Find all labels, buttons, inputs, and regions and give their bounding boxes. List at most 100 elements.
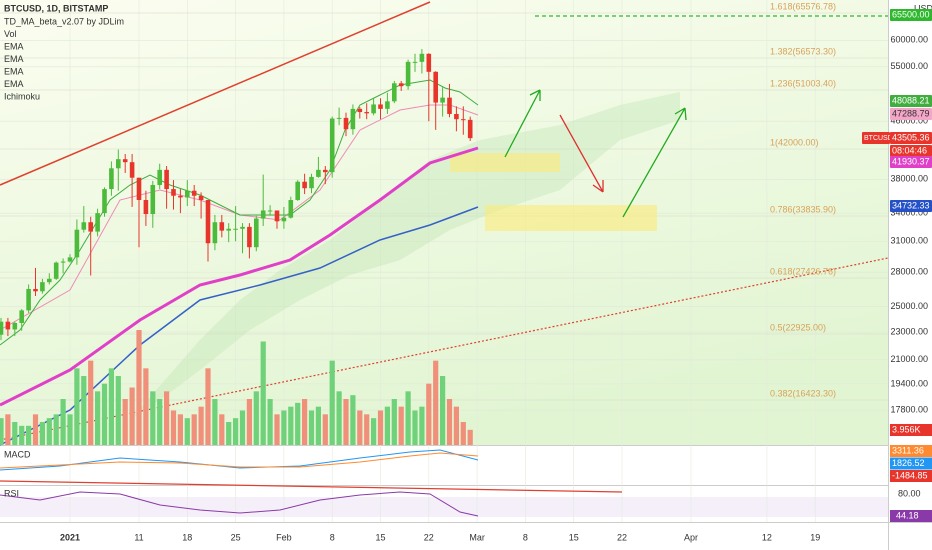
candle-body	[26, 288, 31, 311]
volume-bar	[377, 410, 384, 445]
support-line	[0, 257, 889, 441]
y-tick-label: 23000.00	[890, 326, 928, 336]
volume-bar	[274, 414, 280, 445]
volume-bar	[350, 395, 356, 445]
candle-body	[136, 177, 142, 201]
volume-bar	[0, 418, 4, 445]
price-badge	[890, 200, 932, 212]
macd-label: -1484.85	[892, 470, 928, 480]
candle-body	[412, 61, 418, 63]
candle-body	[405, 61, 411, 87]
volume-bar	[157, 399, 163, 445]
y-tick-label: 21000.00	[890, 354, 928, 364]
price-badge-label: 41930.37	[892, 156, 930, 166]
candle-body	[316, 169, 321, 177]
macd-label: 1826.52	[892, 458, 925, 468]
candle-body	[233, 228, 238, 230]
candle-body	[267, 210, 273, 212]
candle-body	[309, 176, 314, 189]
candle-body	[378, 104, 383, 109]
candle-body	[392, 83, 397, 102]
pane-title: MACD	[4, 449, 31, 459]
volume-bar	[343, 399, 349, 445]
volume-bar	[129, 387, 135, 445]
volume-bar	[5, 414, 11, 445]
zone	[485, 205, 657, 231]
volume-bar	[281, 410, 287, 445]
candle-body	[95, 213, 100, 232]
volume-bar	[357, 410, 363, 445]
candle-body	[398, 83, 404, 87]
candle-body	[240, 226, 245, 229]
y-tick-label: 55000.00	[890, 61, 928, 71]
volume-bar	[302, 399, 308, 445]
volume-bar	[315, 406, 321, 445]
macd-pane	[0, 446, 888, 484]
y-tick-label: 34000.00	[890, 208, 928, 218]
volume-bar	[433, 360, 439, 445]
candle-body	[260, 210, 266, 219]
ema-line	[0, 104, 479, 331]
candle-body	[302, 181, 307, 189]
x-tick-label: 22	[424, 532, 434, 542]
candle-body	[440, 97, 445, 103]
candle-body	[198, 195, 204, 201]
volume-bar	[53, 414, 59, 445]
volume-bar	[150, 391, 156, 445]
candle-body	[191, 190, 197, 196]
volume-bar	[322, 414, 328, 445]
price-badge-label: 43505.36	[892, 132, 930, 142]
x-tick-label: 25	[231, 532, 241, 542]
x-tick-label: 12	[762, 532, 772, 542]
x-tick-label: 8	[330, 532, 335, 542]
candle-body	[212, 222, 218, 244]
candle-body	[129, 162, 135, 178]
fib-label: 0.618(27426.76)	[770, 266, 836, 276]
indicator-label: TD_MA_beta_v2.07 by JDLim	[4, 16, 124, 26]
candle-body	[454, 113, 459, 120]
symbol-title: BTCUSD, 1D, BITSTAMP	[4, 3, 108, 13]
volume-bar	[288, 406, 294, 445]
volume-bar	[101, 383, 108, 445]
volume-bar	[398, 406, 404, 445]
rsi-label: 80.00	[898, 488, 921, 498]
arrow	[559, 114, 604, 193]
candle-body	[385, 101, 390, 109]
price-badge	[890, 132, 932, 144]
price-badge	[890, 9, 932, 21]
volume-bar	[88, 360, 94, 445]
volume-bar	[239, 410, 246, 445]
volume-bar	[308, 410, 315, 445]
candle-body	[143, 200, 149, 215]
price-badge	[890, 95, 932, 107]
price-badge-label: BTCUSD	[864, 135, 893, 142]
indicator-label: EMA	[4, 41, 24, 51]
volume-bar	[95, 391, 101, 445]
candle-body	[164, 169, 169, 190]
candle-body	[447, 97, 452, 114]
volume-bar	[267, 399, 273, 445]
candle-body	[60, 261, 66, 263]
candle-body	[281, 217, 287, 222]
ema-line	[0, 206, 479, 446]
volume-bar	[19, 425, 25, 445]
candle-body	[274, 210, 280, 222]
rsi-band	[0, 497, 888, 517]
candle-body	[53, 262, 59, 279]
volume-bar	[60, 399, 66, 445]
x-tick-label: 18	[182, 532, 192, 542]
candle-body	[426, 53, 432, 72]
candle-body	[226, 228, 231, 231]
candle-body	[467, 119, 473, 139]
zone	[450, 153, 560, 172]
volume-bar	[74, 368, 80, 445]
candle-body	[219, 222, 225, 231]
y-tick-label: 46000.00	[890, 116, 928, 126]
candle-body	[323, 169, 328, 173]
volume-bar	[467, 429, 473, 445]
price-badge	[890, 470, 932, 482]
x-tick-label: 11	[134, 532, 143, 542]
volume-bar	[115, 376, 121, 445]
volume-bar	[67, 414, 73, 445]
